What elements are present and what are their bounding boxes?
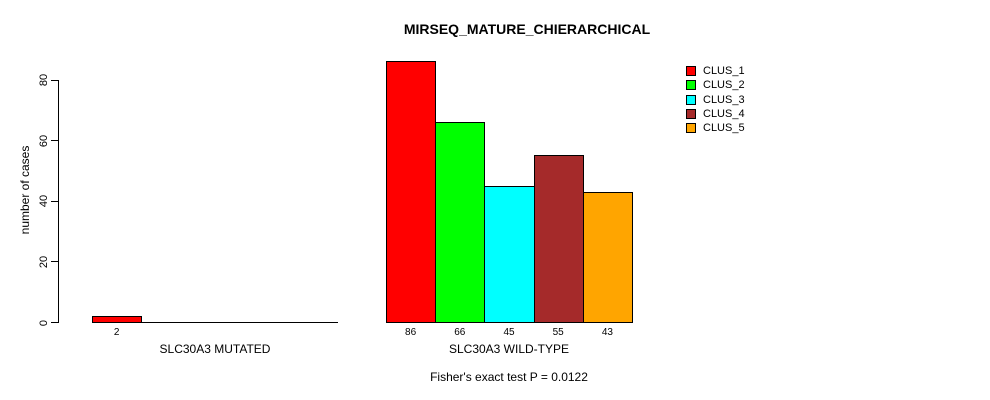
legend-swatch-clus_3 bbox=[686, 94, 696, 105]
bar-value-label: 43 bbox=[601, 327, 613, 338]
bar-baseline bbox=[92, 322, 338, 323]
legend-label-clus_1: CLUS_1 bbox=[703, 65, 745, 77]
group-label-mutated: SLC30A3 MUTATED bbox=[159, 342, 271, 356]
y-axis-tick bbox=[51, 261, 58, 263]
legend-swatch-clus_5 bbox=[686, 123, 696, 134]
bar-clus_2 bbox=[435, 122, 486, 323]
bar-clus_4 bbox=[533, 155, 584, 323]
legend-label-clus_4: CLUS_4 bbox=[703, 107, 745, 120]
bar-value-label: 86 bbox=[405, 327, 417, 338]
legend-label-clus_3: CLUS_3 bbox=[703, 93, 745, 106]
legend-swatch-clus_1 bbox=[686, 66, 696, 76]
legend-label-clus_5: CLUS_5 bbox=[703, 122, 745, 135]
chart-title: MIRSEQ_MATURE_CHIERARCHICAL bbox=[403, 21, 651, 37]
y-axis-tick bbox=[51, 200, 58, 202]
y-axis-tick bbox=[51, 322, 58, 323]
y-axis-tick-label: 40 bbox=[38, 195, 50, 208]
legend-swatch-clus_2 bbox=[686, 80, 696, 91]
y-axis-tick-label: 60 bbox=[38, 134, 50, 147]
bar-value-label: 2 bbox=[113, 327, 120, 338]
y-axis-line bbox=[58, 79, 59, 323]
bar-clus_3 bbox=[484, 185, 535, 323]
legend-label-clus_2: CLUS_2 bbox=[703, 79, 745, 92]
pvalue-footnote: Fisher's exact test P = 0.0122 bbox=[430, 370, 588, 384]
bar-value-label: 45 bbox=[503, 327, 515, 338]
y-axis-tick-label: 80 bbox=[38, 73, 50, 87]
bar-clus_1 bbox=[386, 61, 437, 323]
legend-swatch-clus_4 bbox=[686, 108, 696, 119]
bar-value-label: 66 bbox=[454, 327, 466, 338]
bar-clus_5 bbox=[582, 191, 633, 323]
y-axis-title: number of cases bbox=[18, 145, 32, 235]
y-axis-tick-label: 0 bbox=[38, 319, 50, 326]
y-axis-tick bbox=[51, 140, 58, 142]
group-label-wildtype: SLC30A3 WILD-TYPE bbox=[448, 342, 570, 356]
bar-value-label: 55 bbox=[552, 327, 564, 338]
y-axis-tick-label: 20 bbox=[38, 255, 50, 269]
bar-clus_1 bbox=[92, 315, 143, 323]
y-axis-tick bbox=[51, 79, 58, 81]
